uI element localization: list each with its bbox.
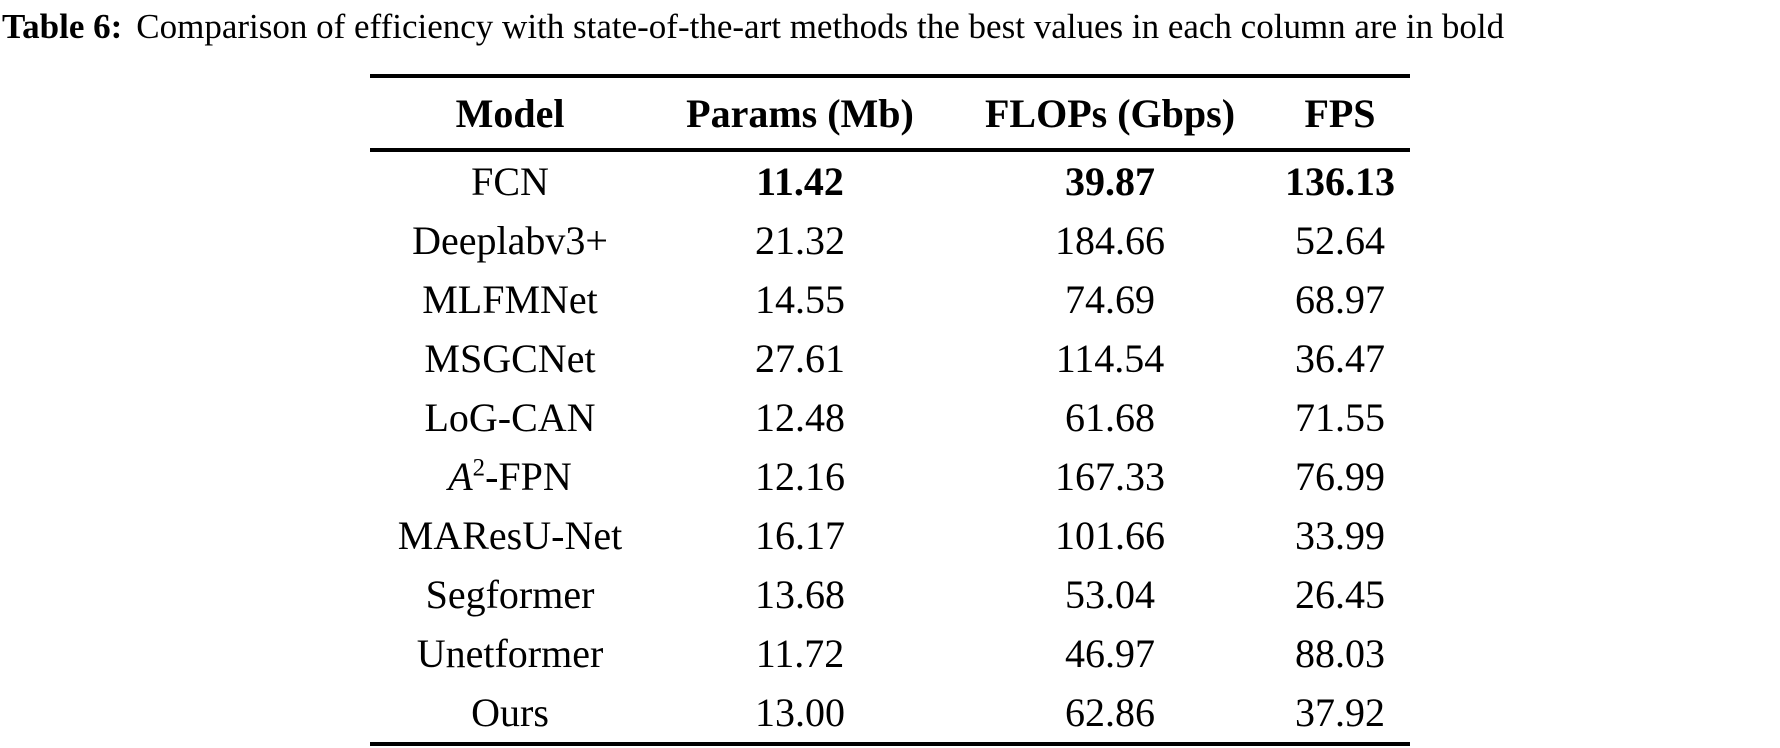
efficiency-table-container: Model Params (Mb) FLOPs (Gbps) FPS FCN 11…: [370, 74, 1410, 746]
table-row: A2-FPN 12.16 167.33 76.99: [370, 447, 1410, 506]
flops-cell: 62.86: [1065, 690, 1155, 735]
table-row: MSGCNet 27.61 114.54 36.47: [370, 329, 1410, 388]
flops-cell: 46.97: [1065, 631, 1155, 676]
flops-cell: 101.66: [1055, 513, 1165, 558]
col-header-model: Model: [370, 76, 650, 152]
model-cell: LoG-CAN: [424, 395, 596, 440]
caption-text: Comparison of efficiency with state-of-t…: [136, 7, 1505, 46]
params-cell: 27.61: [755, 336, 845, 381]
flops-cell: 184.66: [1055, 218, 1165, 263]
table-row: Deeplabv3+ 21.32 184.66 52.64: [370, 211, 1410, 270]
table-row: Segformer 13.68 53.04 26.45: [370, 565, 1410, 624]
table-row: FCN 11.42 39.87 136.13: [370, 150, 1410, 211]
model-cell: MAResU-Net: [397, 513, 623, 558]
flops-cell: 114.54: [1055, 336, 1165, 381]
fps-cell: 26.45: [1295, 572, 1385, 617]
model-cell: Ours: [471, 690, 549, 735]
params-cell: 16.17: [755, 513, 845, 558]
params-cell: 21.32: [755, 218, 845, 263]
params-cell: 13.00: [755, 690, 845, 735]
col-header-fps: FPS: [1270, 76, 1410, 152]
params-cell: 13.68: [755, 572, 845, 617]
fps-cell: 68.97: [1295, 277, 1385, 322]
fps-cell: 76.99: [1295, 454, 1385, 499]
table-row: Ours 13.00 62.86 37.92: [370, 683, 1410, 744]
fps-cell: 36.47: [1295, 336, 1385, 381]
fps-cell: 52.64: [1295, 218, 1385, 263]
flops-cell: 39.87: [1065, 159, 1155, 204]
table-row: LoG-CAN 12.48 61.68 71.55: [370, 388, 1410, 447]
model-cell: Segformer: [425, 572, 595, 617]
fps-cell: 88.03: [1295, 631, 1385, 676]
model-cell: Deeplabv3+: [412, 218, 608, 263]
caption-label: Table 6:: [2, 7, 123, 46]
model-cell: FCN: [471, 159, 549, 204]
model-cell: A2-FPN: [448, 454, 572, 499]
fps-cell: 37.92: [1295, 690, 1385, 735]
table-row: MAResU-Net 16.17 101.66 33.99: [370, 506, 1410, 565]
flops-cell: 167.33: [1055, 454, 1165, 499]
params-cell: 11.42: [756, 159, 844, 204]
fps-cell: 71.55: [1295, 395, 1385, 440]
params-cell: 12.48: [755, 395, 845, 440]
table-row: MLFMNet 14.55 74.69 68.97: [370, 270, 1410, 329]
flops-cell: 61.68: [1065, 395, 1155, 440]
table-row: Unetformer 11.72 46.97 88.03: [370, 624, 1410, 683]
table-body: FCN 11.42 39.87 136.13 Deeplabv3+ 21.32 184.66…: [370, 150, 1410, 744]
params-cell: 12.16: [755, 454, 845, 499]
params-cell: 11.72: [755, 631, 845, 676]
model-cell: Unetformer: [416, 631, 604, 676]
params-cell: 14.55: [755, 277, 845, 322]
model-cell: MSGCNet: [424, 336, 596, 381]
header-row: Model Params (Mb) FLOPs (Gbps) FPS: [370, 76, 1410, 152]
fps-cell: 136.13: [1285, 159, 1395, 204]
table-caption: Table 6: Comparison of efficiency with st…: [0, 0, 1780, 50]
col-header-params: Params (Mb): [650, 76, 950, 152]
efficiency-table: Model Params (Mb) FLOPs (Gbps) FPS FCN 11…: [370, 74, 1410, 746]
fps-cell: 33.99: [1295, 513, 1385, 558]
flops-cell: 53.04: [1065, 572, 1155, 617]
flops-cell: 74.69: [1065, 277, 1155, 322]
col-header-flops: FLOPs (Gbps): [950, 76, 1270, 152]
model-cell: MLFMNet: [422, 277, 598, 322]
